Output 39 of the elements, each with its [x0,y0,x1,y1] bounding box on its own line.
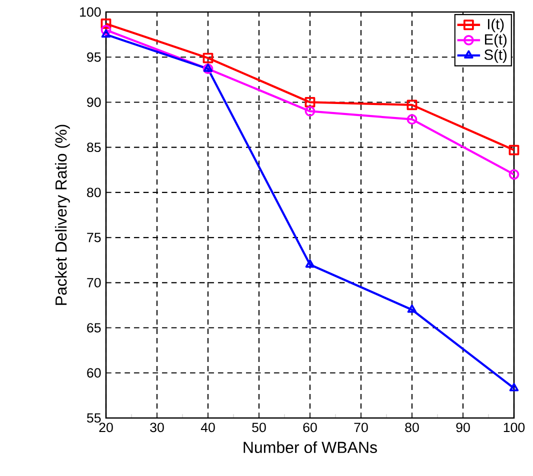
point [101,29,111,38]
point [304,106,316,116]
point [304,97,316,108]
x-tick-label: 90 [456,422,470,432]
x-tick-label: 20 [99,422,113,432]
point [100,18,112,29]
x-tick-label: 60 [303,422,317,432]
y-tick-label: 60 [87,368,101,378]
point [509,383,519,392]
y-tick-label: 85 [87,142,101,152]
x-tick-label: 100 [504,422,525,432]
x-tick-label: 70 [354,422,368,432]
y-axis-title: Packet Delivery Ratio (%) [54,124,70,305]
legend-label: E(t) [485,34,507,48]
y-tick-label: 100 [80,7,101,17]
point [406,114,418,125]
point [406,100,418,110]
point [100,24,112,36]
x-tick-label: 30 [150,422,164,432]
y-tick-label: 80 [87,188,101,198]
y-tick-label: 55 [87,413,101,423]
point [407,304,417,313]
point [508,144,520,156]
point [202,64,214,74]
x-axis-title: Number of WBANs [244,441,377,454]
point [203,64,213,72]
y-tick-label: 95 [87,52,101,62]
point [305,259,315,268]
legend-label: S(t) [484,49,507,63]
point [508,169,520,180]
x-tick-label: 50 [252,422,266,432]
legend-label: I(t) [488,18,504,32]
point [202,52,214,64]
y-tick-label: 75 [87,232,101,242]
y-tick-label: 65 [87,323,101,332]
x-tick-label: 40 [200,422,215,432]
x-tick-label: 80 [405,422,419,432]
y-tick-label: 70 [87,278,101,288]
y-tick-label: 90 [87,98,101,107]
